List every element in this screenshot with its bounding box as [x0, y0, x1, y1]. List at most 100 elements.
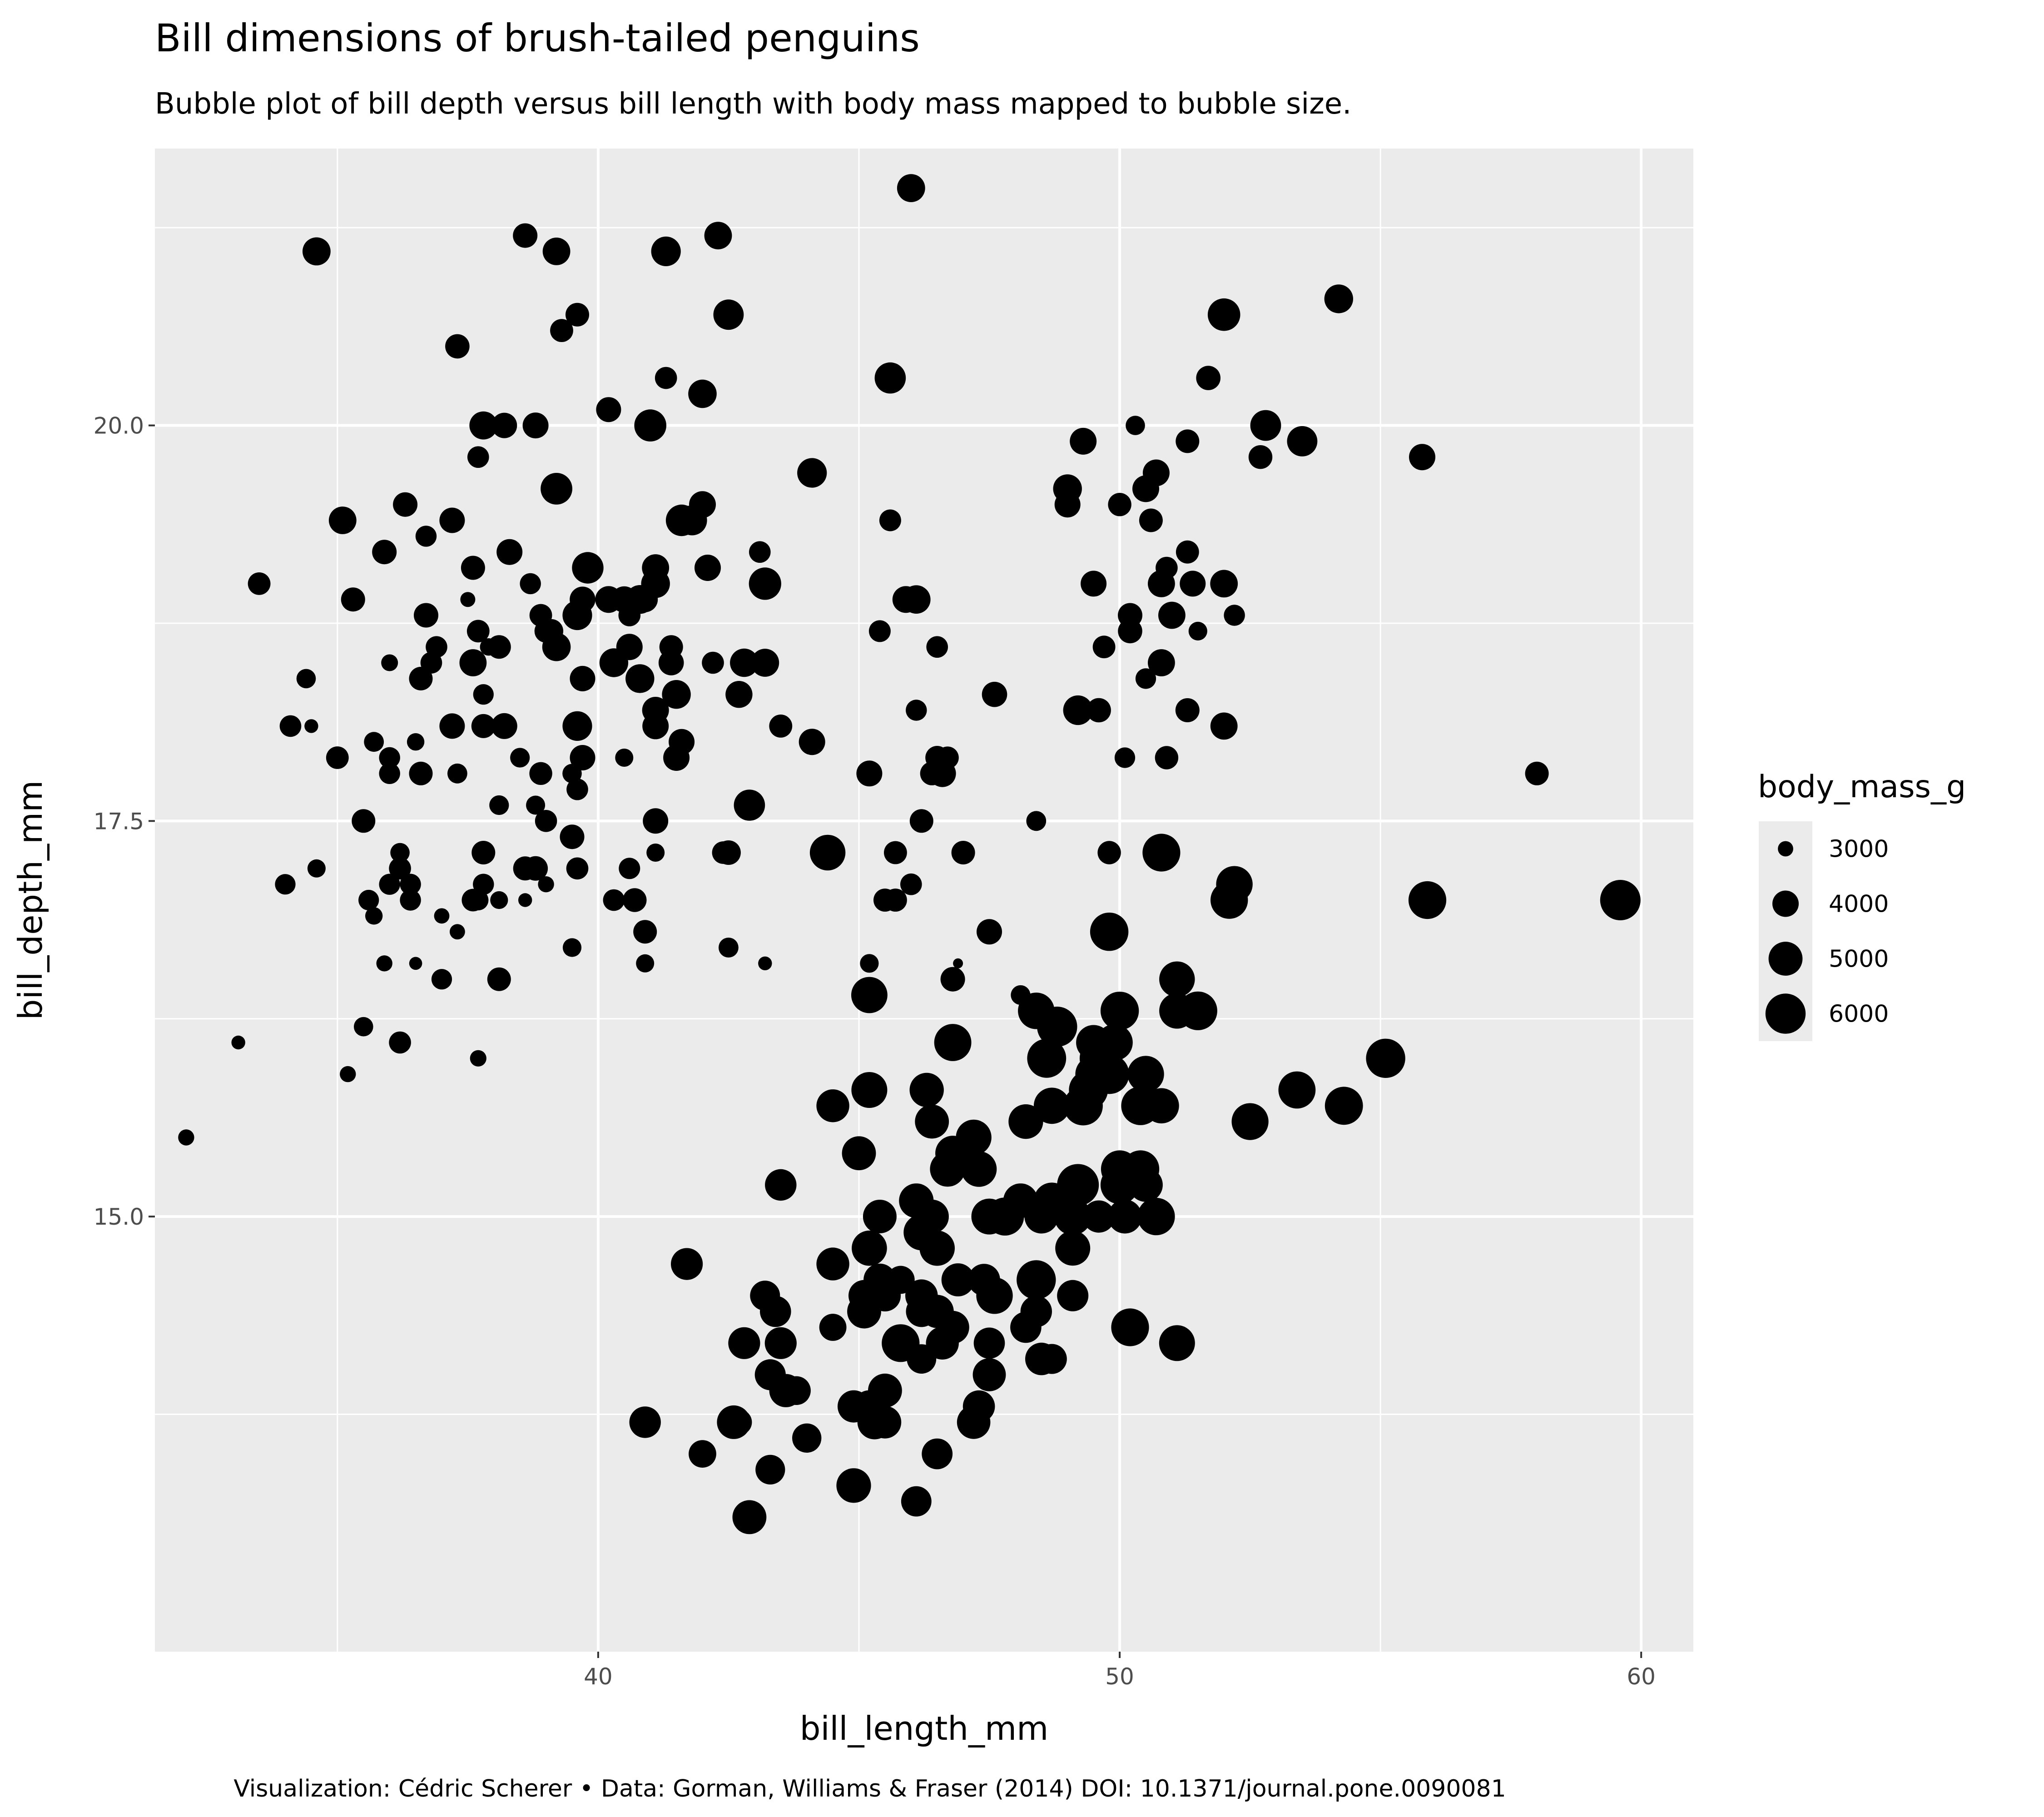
data-point: [1090, 913, 1129, 951]
data-point: [379, 874, 400, 895]
data-point: [1180, 571, 1206, 597]
data-point: [977, 919, 1002, 945]
data-point: [972, 1358, 1006, 1391]
data-point: [450, 924, 465, 940]
data-point: [560, 824, 585, 849]
data-point: [702, 651, 724, 674]
data-point: [629, 1406, 661, 1438]
data-point: [296, 669, 316, 689]
legend-key-label: 4000: [1829, 891, 1889, 918]
data-point: [1158, 601, 1186, 629]
data-point: [572, 552, 604, 584]
data-point: [1188, 621, 1207, 640]
data-point: [473, 684, 494, 705]
data-point: [669, 729, 695, 755]
data-point: [749, 567, 781, 600]
data-point: [471, 714, 496, 738]
data-point: [884, 841, 907, 864]
data-point: [1325, 1087, 1363, 1125]
data-point: [922, 1438, 953, 1469]
legend-key-label: 6000: [1829, 1001, 1889, 1028]
data-point: [934, 1024, 972, 1061]
data-point: [520, 573, 541, 595]
data-point: [409, 957, 422, 970]
data-point: [769, 715, 793, 738]
data-point: [303, 237, 331, 266]
data-point: [842, 1136, 876, 1171]
data-point: [1114, 747, 1136, 768]
plot-panel: [155, 149, 1693, 1652]
data-point: [542, 632, 571, 661]
data-point: [1092, 635, 1116, 659]
data-point: [1070, 427, 1097, 455]
data-point: [1159, 961, 1195, 997]
data-point: [961, 1151, 997, 1187]
data-point: [1155, 746, 1179, 769]
data-point: [797, 458, 827, 488]
data-point: [1287, 426, 1318, 457]
data-point: [415, 526, 437, 547]
data-point: [1053, 474, 1082, 503]
data-point: [541, 473, 572, 505]
data-point: [496, 539, 523, 565]
data-point: [765, 1169, 797, 1201]
data-point: [926, 636, 948, 658]
data-points: [178, 174, 1641, 1534]
data-point: [460, 592, 476, 607]
x-tick-label: 50: [1105, 1663, 1134, 1690]
data-point: [1409, 444, 1435, 471]
data-point: [1055, 1231, 1091, 1266]
data-point: [623, 888, 647, 912]
grid-lines: [155, 149, 1693, 1652]
data-point: [1176, 429, 1200, 453]
data-point: [1054, 1198, 1091, 1236]
data-point: [651, 236, 681, 267]
data-point: [407, 733, 425, 751]
data-point: [915, 1104, 949, 1139]
data-point: [178, 1129, 194, 1146]
data-point: [689, 1440, 716, 1468]
data-point: [816, 1089, 849, 1122]
x-axis-title: bill_length_mm: [800, 1709, 1049, 1747]
data-point: [688, 379, 717, 408]
data-point: [409, 761, 433, 785]
data-point: [636, 954, 655, 973]
data-point: [1178, 991, 1217, 1030]
data-point: [751, 649, 779, 677]
panel-background: [155, 149, 1693, 1652]
data-point: [909, 1072, 944, 1107]
data-point: [471, 841, 496, 864]
data-point: [1210, 712, 1238, 740]
data-point: [279, 715, 302, 737]
data-point: [535, 810, 557, 832]
data-point: [851, 977, 888, 1013]
data-point: [414, 603, 438, 628]
data-point: [1156, 556, 1178, 579]
data-point: [856, 760, 883, 787]
data-point: [1231, 1103, 1269, 1140]
data-point: [389, 857, 411, 880]
data-point: [662, 680, 691, 709]
data-point: [562, 711, 592, 741]
data-point: [760, 1296, 791, 1327]
data-point: [381, 654, 398, 671]
data-point: [393, 492, 418, 517]
data-point: [646, 844, 665, 862]
data-point: [1176, 540, 1199, 564]
data-point: [868, 620, 891, 642]
data-point: [1142, 834, 1181, 872]
y-axis-title: bill_depth_mm: [11, 780, 50, 1020]
data-point: [459, 649, 487, 676]
data-point: [730, 648, 759, 677]
data-point: [570, 665, 595, 691]
data-point: [941, 1263, 975, 1296]
data-point: [570, 745, 595, 770]
data-point: [764, 1327, 797, 1359]
data-point: [642, 697, 669, 724]
data-point: [439, 507, 465, 533]
legend-title: body_mass_g: [1758, 769, 1966, 805]
y-axis: 15.0 17.5 20.0: [94, 413, 155, 1230]
data-point: [1127, 1056, 1164, 1092]
data-point: [1142, 459, 1170, 487]
